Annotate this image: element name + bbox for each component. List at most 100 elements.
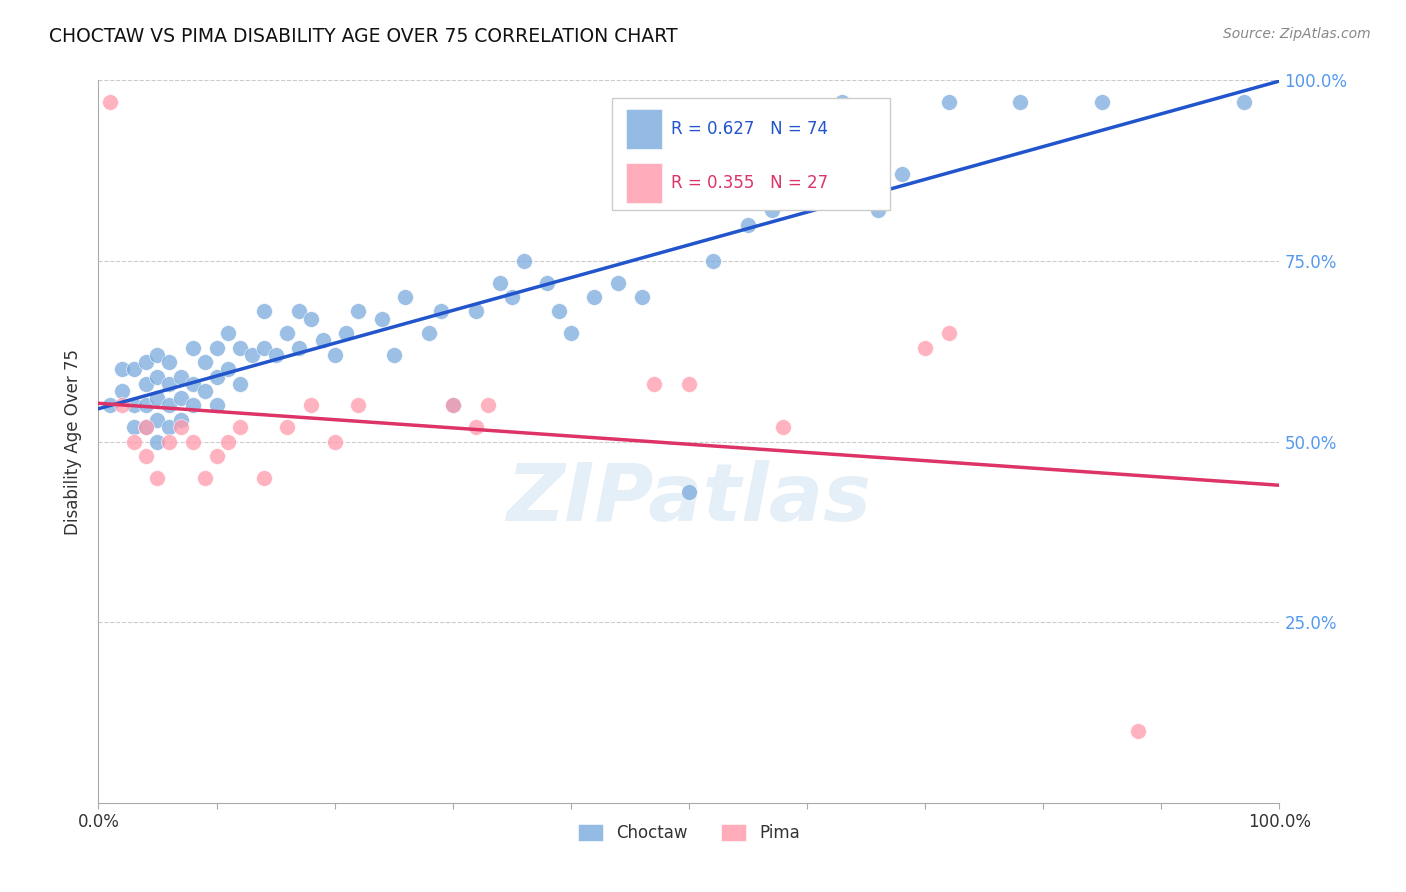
Y-axis label: Disability Age Over 75: Disability Age Over 75 xyxy=(65,349,83,534)
Point xyxy=(772,420,794,434)
Point xyxy=(1126,723,1149,738)
Point xyxy=(253,341,276,355)
Point xyxy=(146,348,169,362)
Point xyxy=(111,398,134,412)
Point xyxy=(737,218,759,232)
Point xyxy=(135,449,157,463)
Point xyxy=(205,369,228,384)
Point xyxy=(276,420,298,434)
Point xyxy=(1233,95,1256,109)
Text: R = 0.355   N = 27: R = 0.355 N = 27 xyxy=(671,174,828,192)
Point xyxy=(122,362,145,376)
Point xyxy=(205,398,228,412)
Point xyxy=(299,311,322,326)
Point xyxy=(146,413,169,427)
Point xyxy=(418,326,440,340)
Point xyxy=(394,290,416,304)
Point xyxy=(111,362,134,376)
Point xyxy=(430,304,453,318)
Point xyxy=(157,398,180,412)
Point xyxy=(205,341,228,355)
Point xyxy=(181,341,204,355)
Point xyxy=(288,304,311,318)
Point xyxy=(441,398,464,412)
Point xyxy=(678,376,700,391)
Point xyxy=(441,398,464,412)
Point xyxy=(253,470,276,484)
Point xyxy=(170,369,193,384)
Point xyxy=(1008,95,1031,109)
Point xyxy=(347,398,370,412)
Point xyxy=(194,384,217,398)
Point xyxy=(146,369,169,384)
Point xyxy=(146,391,169,405)
Point xyxy=(111,384,134,398)
Text: Source: ZipAtlas.com: Source: ZipAtlas.com xyxy=(1223,27,1371,41)
Point xyxy=(240,348,263,362)
Bar xyxy=(626,163,662,202)
Point xyxy=(229,376,252,391)
Point xyxy=(122,420,145,434)
Bar xyxy=(626,109,662,149)
Point xyxy=(477,398,499,412)
Point xyxy=(157,376,180,391)
Point xyxy=(157,355,180,369)
Point xyxy=(548,304,571,318)
Text: ZIPatlas: ZIPatlas xyxy=(506,460,872,539)
Point xyxy=(938,326,960,340)
Text: R = 0.627   N = 74: R = 0.627 N = 74 xyxy=(671,120,828,137)
Point xyxy=(253,304,276,318)
Point xyxy=(181,434,204,449)
Point xyxy=(181,398,204,412)
Point xyxy=(938,95,960,109)
Point xyxy=(98,95,121,109)
Point xyxy=(335,326,357,340)
Point xyxy=(489,276,512,290)
Point xyxy=(170,391,193,405)
Point xyxy=(796,182,818,196)
Point xyxy=(122,398,145,412)
Point xyxy=(323,434,346,449)
Point xyxy=(217,434,239,449)
Point xyxy=(98,398,121,412)
Point xyxy=(181,376,204,391)
Point xyxy=(890,167,912,181)
Point xyxy=(866,203,889,218)
Point xyxy=(170,420,193,434)
Point xyxy=(583,290,606,304)
Point xyxy=(135,420,157,434)
Point xyxy=(157,434,180,449)
Point xyxy=(512,253,534,268)
Point xyxy=(643,376,665,391)
Point xyxy=(146,470,169,484)
Point xyxy=(217,362,239,376)
Point xyxy=(194,470,217,484)
Point xyxy=(229,420,252,434)
Point xyxy=(299,398,322,412)
Point xyxy=(135,420,157,434)
Point xyxy=(630,290,652,304)
Point xyxy=(170,413,193,427)
Point xyxy=(1091,95,1114,109)
Point xyxy=(157,420,180,434)
Point xyxy=(288,341,311,355)
Point xyxy=(264,348,287,362)
Point xyxy=(465,420,488,434)
Point xyxy=(276,326,298,340)
Point xyxy=(229,341,252,355)
Point xyxy=(831,95,853,109)
Point xyxy=(122,434,145,449)
Point xyxy=(560,326,582,340)
Point xyxy=(536,276,558,290)
Point xyxy=(761,203,783,218)
Point xyxy=(194,355,217,369)
Point xyxy=(135,376,157,391)
Legend: Choctaw, Pima: Choctaw, Pima xyxy=(571,817,807,848)
Point xyxy=(135,355,157,369)
Point xyxy=(323,348,346,362)
Point xyxy=(217,326,239,340)
Point xyxy=(465,304,488,318)
Point xyxy=(678,485,700,500)
Point xyxy=(347,304,370,318)
Point xyxy=(205,449,228,463)
